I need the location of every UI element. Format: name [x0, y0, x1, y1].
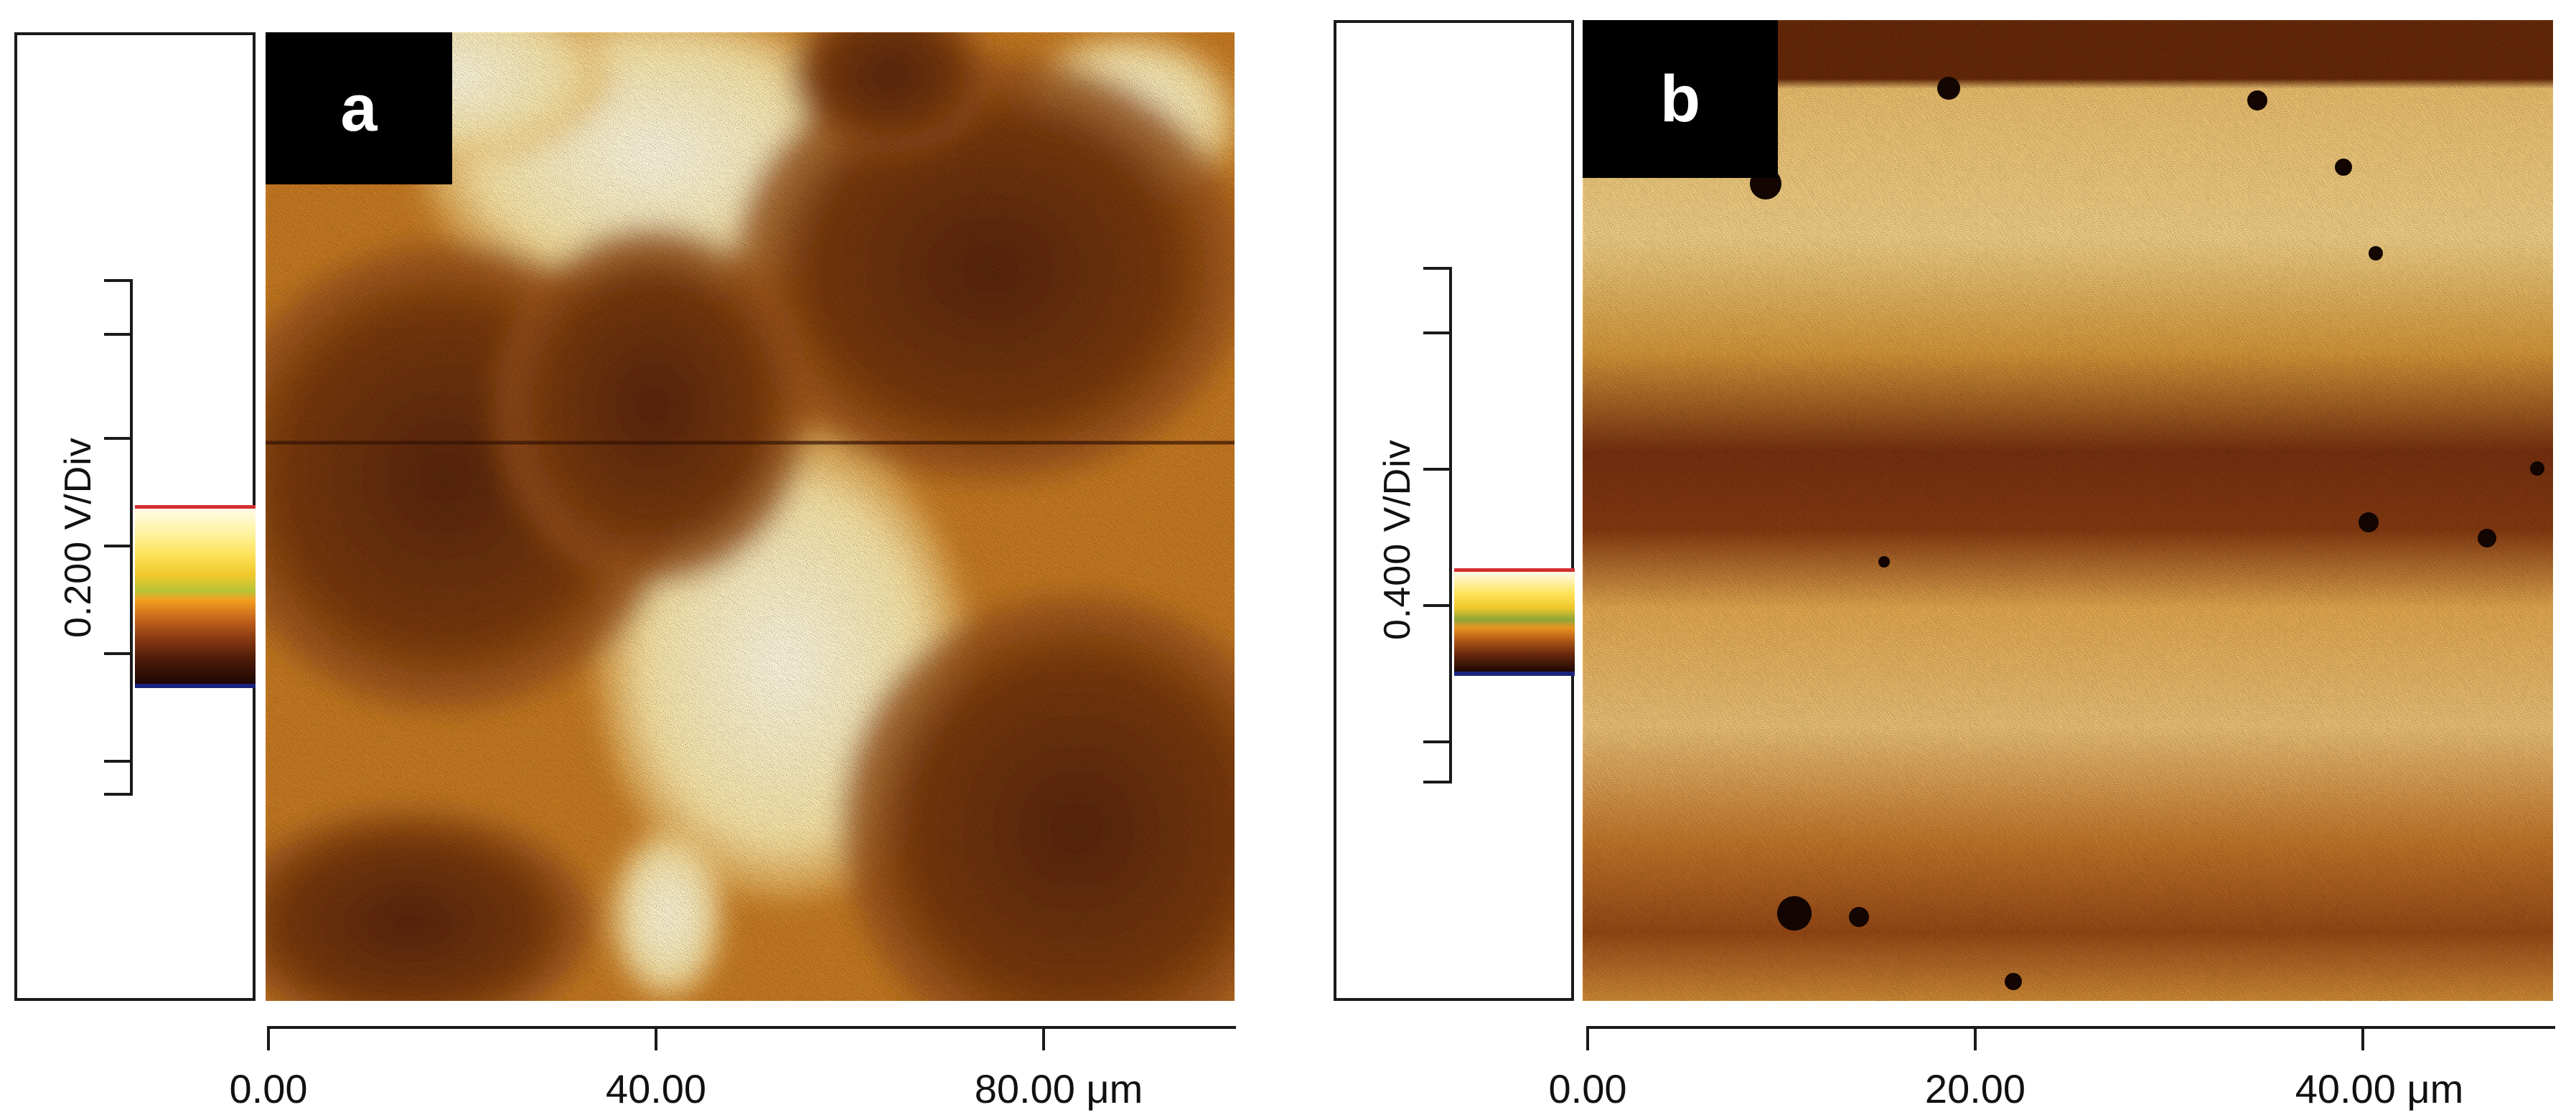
scale-tick-a: [104, 760, 130, 763]
defect-spot: [2369, 246, 2383, 260]
x-tick-label-b: 0.00: [1548, 1066, 1627, 1111]
scale-tick-b: [1423, 604, 1449, 607]
defect-spot: [1849, 907, 1869, 927]
x-tick-label-b: 40.00 μm: [2295, 1066, 2464, 1111]
defect-spot: [2335, 159, 2352, 176]
scale-tick-a: [104, 652, 130, 655]
scale-tick-a: [104, 545, 130, 547]
afm-image-a: a: [266, 32, 1235, 1001]
scale-tick-a: [104, 437, 130, 440]
defect-spot: [2359, 512, 2379, 532]
panel-tag-a: a: [266, 32, 452, 184]
x-tick-a: [1042, 1026, 1045, 1050]
scale-tick-b: [1423, 740, 1449, 743]
x-axis-b: [1586, 1026, 2555, 1029]
x-tick-label-b: 20.00: [1924, 1066, 2026, 1111]
x-tick-b: [2361, 1026, 2364, 1050]
scale-tick-b: [1423, 331, 1449, 334]
scale-tick-a: [104, 279, 130, 282]
panel-a: 0.200 V/Div: [0, 0, 1263, 1120]
defect-spot: [1878, 556, 1890, 568]
scale-axis-a: [130, 279, 133, 796]
scale-tick-b: [1423, 781, 1449, 783]
defect-spot: [1777, 896, 1812, 931]
x-axis-a: [267, 1026, 1236, 1029]
x-tick-label-a: 0.00: [229, 1066, 308, 1111]
defect-spot: [2478, 529, 2496, 547]
scale-tick-b: [1423, 267, 1449, 270]
x-tick-b: [1974, 1026, 1977, 1050]
x-tick-b: [1586, 1026, 1589, 1050]
scale-tick-a: [104, 333, 130, 336]
scale-tick-b: [1423, 468, 1449, 471]
scale-label-b: 0.400 V/Div: [1377, 439, 1418, 640]
afm-image-b: b: [1583, 20, 2553, 1001]
defect-spot: [2005, 973, 2022, 990]
defect-spot: [2247, 90, 2267, 110]
colorbar-b: [1454, 568, 1575, 676]
scale-box-b: 0.400 V/Div: [1334, 20, 1575, 1001]
defect-spot: [2530, 461, 2544, 476]
defect-spot: [1937, 77, 1960, 100]
panel-b: 0.400 V/Div: [1313, 0, 2576, 1120]
scale-axis-b: [1449, 267, 1452, 783]
scale-tick-a: [104, 793, 130, 796]
x-tick-a: [267, 1026, 270, 1050]
x-tick-label-a: 40.00: [605, 1066, 707, 1111]
panel-tag-b: b: [1583, 20, 1778, 178]
scale-label-a: 0.200 V/Div: [57, 437, 99, 638]
x-tick-a: [655, 1026, 657, 1050]
colorbar-a: [135, 505, 256, 688]
scale-box-a: 0.200 V/Div: [14, 32, 256, 1001]
x-tick-label-a: 80.00 μm: [974, 1066, 1143, 1111]
